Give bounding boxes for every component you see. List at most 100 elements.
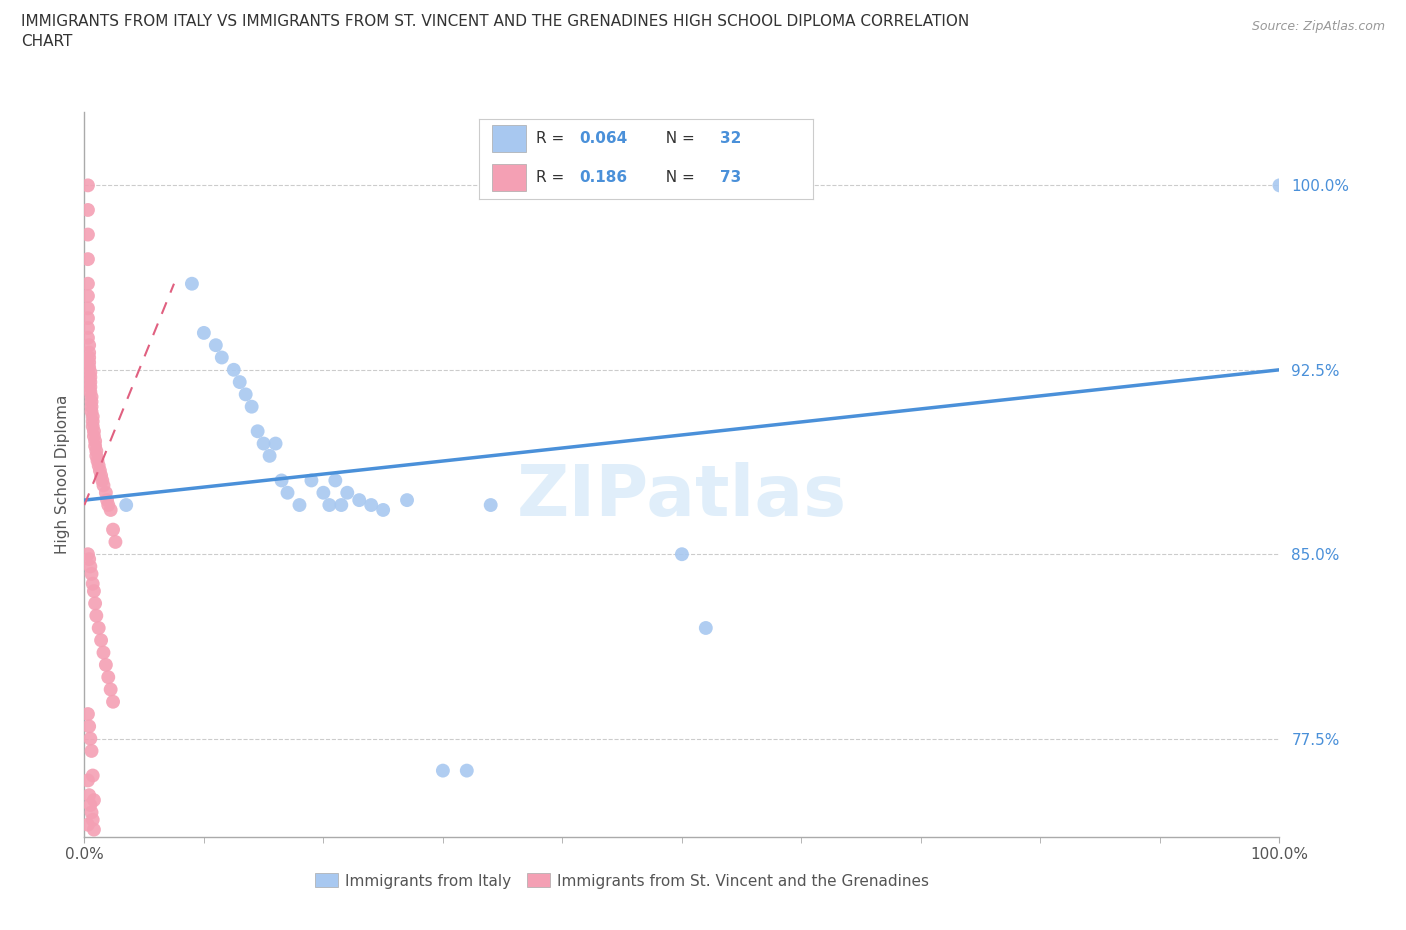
Point <box>89 463 111 478</box>
Point <box>83 792 105 807</box>
Point <box>205 338 228 352</box>
Point <box>93 645 115 660</box>
Point <box>695 620 717 635</box>
Point <box>222 363 245 378</box>
Point <box>193 326 215 340</box>
Point <box>259 448 281 463</box>
Point <box>84 596 107 611</box>
Point <box>96 493 118 508</box>
Text: CHART: CHART <box>21 34 73 49</box>
Point <box>82 418 104 433</box>
Point <box>77 547 100 562</box>
Point <box>94 485 117 500</box>
Point <box>277 485 299 500</box>
Point <box>77 355 100 370</box>
Point <box>181 276 204 291</box>
Point <box>83 424 105 439</box>
Point <box>82 812 104 827</box>
Point <box>79 365 101 379</box>
Point <box>360 498 382 512</box>
Point <box>211 350 233 365</box>
Point <box>79 384 101 399</box>
Point <box>325 473 347 488</box>
Point <box>77 788 100 803</box>
Point <box>83 584 105 599</box>
Point <box>77 321 100 336</box>
Point <box>336 485 359 500</box>
Point <box>80 399 103 414</box>
Point <box>104 535 127 550</box>
Point <box>77 773 100 788</box>
Point <box>77 350 100 365</box>
Point <box>77 345 100 360</box>
Point <box>86 608 108 623</box>
Point <box>79 370 101 385</box>
Point <box>77 338 100 352</box>
Point <box>80 805 103 820</box>
Point <box>77 203 100 218</box>
Point <box>101 522 124 537</box>
Point <box>77 178 100 193</box>
Point <box>77 330 100 345</box>
Point <box>87 458 110 473</box>
Point <box>80 390 103 405</box>
Point <box>373 502 395 517</box>
Point <box>84 433 107 448</box>
Point <box>77 301 100 316</box>
Point <box>270 473 292 488</box>
Point <box>77 252 100 267</box>
Point <box>82 768 104 783</box>
Point <box>349 493 371 508</box>
Point <box>80 405 103 419</box>
Point <box>82 414 104 429</box>
Point <box>80 566 103 581</box>
Point <box>86 448 108 463</box>
Point <box>77 707 100 722</box>
Point <box>80 743 103 758</box>
Point <box>77 817 100 832</box>
Point <box>82 409 104 424</box>
Point <box>79 731 101 746</box>
Point <box>240 399 263 414</box>
Point <box>330 498 353 512</box>
Point <box>83 822 105 837</box>
Point <box>93 478 115 493</box>
Point <box>1268 178 1291 193</box>
Point <box>77 360 100 375</box>
Point <box>318 498 340 512</box>
Point <box>90 632 112 647</box>
Point <box>86 444 108 458</box>
Point <box>301 473 323 488</box>
Point <box>84 439 107 454</box>
Text: Source: ZipAtlas.com: Source: ZipAtlas.com <box>1251 20 1385 33</box>
Point <box>101 695 124 710</box>
Point <box>77 227 100 242</box>
Text: ZIPatlas: ZIPatlas <box>517 461 846 530</box>
Legend: Immigrants from Italy, Immigrants from St. Vincent and the Grenadines: Immigrants from Italy, Immigrants from S… <box>309 868 935 895</box>
Point <box>432 764 454 778</box>
Point <box>79 559 101 574</box>
Point <box>79 798 101 813</box>
Point <box>479 498 502 512</box>
Point <box>77 311 100 325</box>
Point <box>77 276 100 291</box>
Point <box>86 453 108 468</box>
Point <box>83 429 105 444</box>
Point <box>77 551 100 566</box>
Point <box>97 670 120 684</box>
Y-axis label: High School Diploma: High School Diploma <box>55 394 70 554</box>
Point <box>77 719 100 734</box>
Text: IMMIGRANTS FROM ITALY VS IMMIGRANTS FROM ST. VINCENT AND THE GRENADINES HIGH SCH: IMMIGRANTS FROM ITALY VS IMMIGRANTS FROM… <box>21 14 969 29</box>
Point <box>87 620 110 635</box>
Point <box>246 424 269 439</box>
Point <box>79 379 101 394</box>
Point <box>100 502 122 517</box>
Point <box>94 658 117 672</box>
Point <box>91 473 114 488</box>
Point <box>288 498 311 512</box>
Point <box>456 764 478 778</box>
Point <box>396 493 419 508</box>
Point <box>671 547 693 562</box>
Point <box>235 387 257 402</box>
Point <box>100 682 122 697</box>
